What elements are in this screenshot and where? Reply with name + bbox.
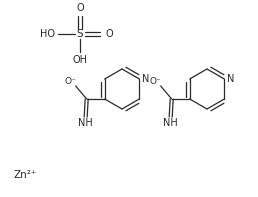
Text: NH: NH [78,118,93,128]
Text: O⁻: O⁻ [150,76,162,85]
Text: O⁻: O⁻ [65,76,77,85]
Text: NH: NH [163,118,178,128]
Text: O: O [76,3,84,13]
Text: O: O [105,29,113,39]
Text: S: S [77,29,83,39]
Text: N: N [227,74,235,84]
Text: Zn²⁺: Zn²⁺ [14,170,37,180]
Text: N: N [142,74,150,84]
Text: HO: HO [40,29,55,39]
Text: OH: OH [72,55,87,65]
